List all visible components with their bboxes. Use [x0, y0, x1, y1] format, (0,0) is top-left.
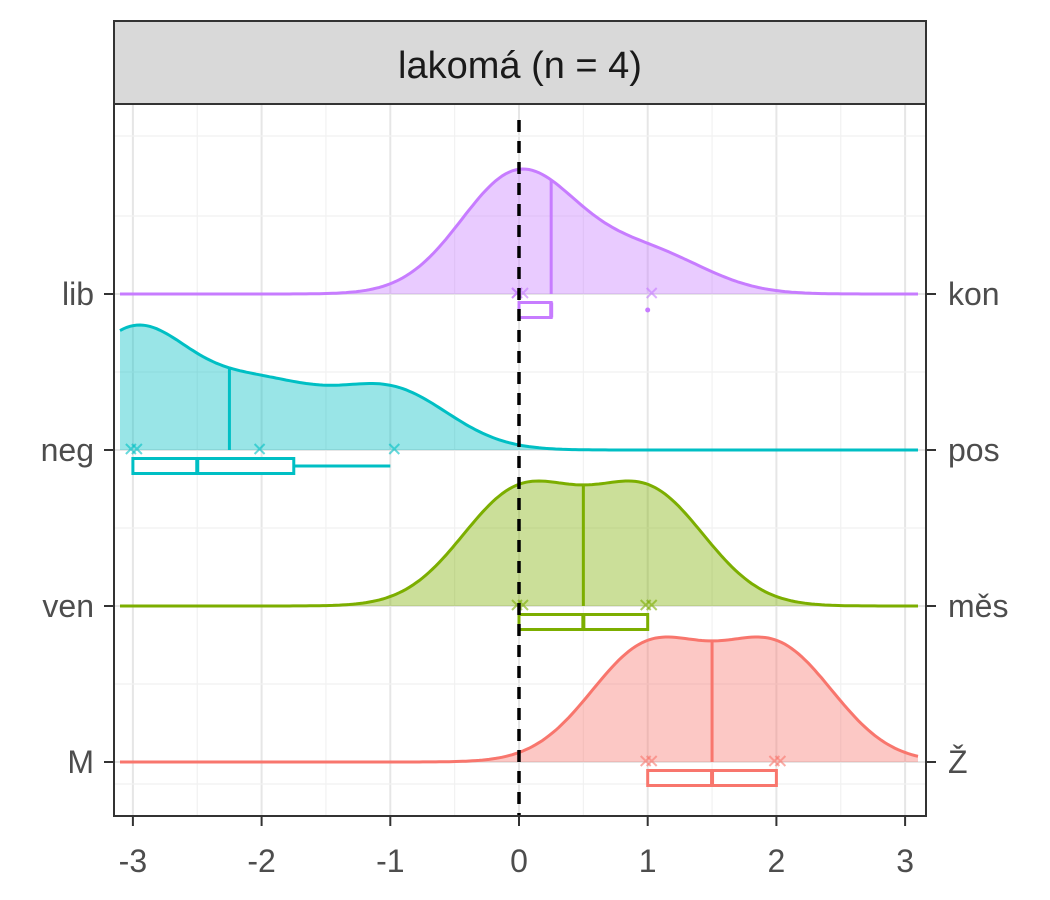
- y-label-left: M: [67, 744, 94, 780]
- y-label-right: měs: [948, 588, 1008, 624]
- box: [131, 457, 296, 475]
- y-label-right: Ž: [948, 744, 968, 780]
- facet-strip: [113, 20, 927, 105]
- density-area: [120, 637, 918, 762]
- y-label-right: pos: [948, 432, 1000, 468]
- y-label-left: ven: [42, 588, 94, 624]
- y-axis-left: lib neg ven M: [41, 276, 114, 780]
- x-axis: -3 -2 -1 0 1 2 3: [119, 816, 914, 879]
- y-label-left: lib: [62, 276, 94, 312]
- facet-title: lakomá (n = 4): [398, 45, 642, 87]
- outlier-point: [645, 307, 651, 313]
- data-point: [253, 443, 266, 455]
- x-tick-label: 2: [768, 843, 786, 879]
- data-point: [131, 443, 143, 455]
- x-tick-label: -3: [119, 843, 147, 879]
- data-point: [645, 755, 658, 767]
- y-axis-right: kon pos měs Ž: [926, 276, 1008, 780]
- data-point: [774, 755, 787, 767]
- x-tick-label: 3: [896, 843, 914, 879]
- x-tick-label: -2: [247, 843, 275, 879]
- x-tick-label: 1: [639, 843, 657, 879]
- data-point: [388, 443, 401, 455]
- data-point: [645, 599, 658, 611]
- y-label-right: kon: [948, 276, 1000, 312]
- y-label-left: neg: [41, 432, 94, 468]
- box: [517, 301, 553, 319]
- x-tick-label: 0: [510, 843, 528, 879]
- x-tick-label: -1: [376, 843, 404, 879]
- density-area: [120, 325, 918, 450]
- data-point: [645, 287, 658, 299]
